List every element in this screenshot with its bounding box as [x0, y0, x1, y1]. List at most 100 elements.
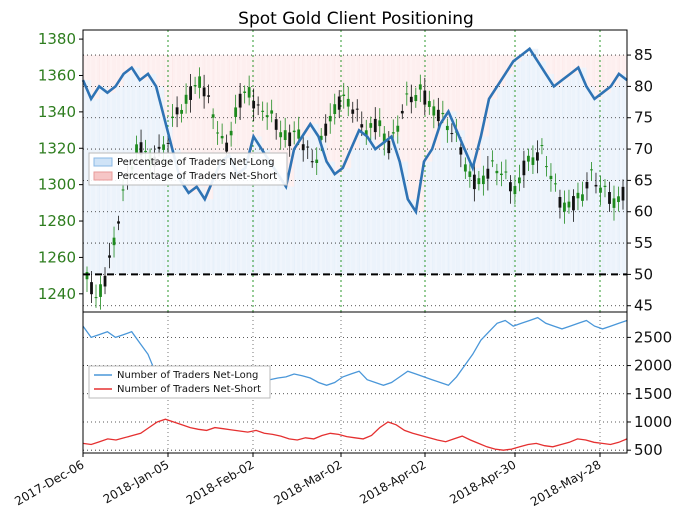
net-short-band: [221, 55, 230, 162]
net-short-band: [562, 55, 571, 81]
legend-label-traders-short: Number of Traders Net-Short: [117, 384, 261, 395]
candle-body: [301, 144, 305, 151]
candle-body: [108, 255, 111, 258]
net-long-band: [432, 149, 441, 275]
candle-body: [567, 201, 571, 208]
net-short-band: [107, 55, 116, 93]
candle-body: [360, 124, 364, 128]
net-short-band: [610, 55, 620, 87]
candle-body: [581, 194, 584, 201]
net-long-band: [480, 136, 490, 275]
net-short-band: [342, 55, 352, 168]
net-long-band: [334, 174, 344, 275]
candle-body: [608, 191, 611, 204]
candle-body: [189, 86, 192, 100]
right-tick-label: 50: [634, 265, 653, 283]
date-tick-label: 2018-May-28: [528, 457, 603, 509]
net-short-band: [277, 55, 287, 175]
candle-body: [612, 198, 616, 208]
net-long-band: [204, 199, 214, 275]
date-tick-label: 2018-Apr-02: [357, 457, 428, 506]
left-tick-label: 1380: [38, 30, 76, 48]
net-short-band: [407, 55, 417, 200]
right-axis-ticks: 45 50 55 60 65 70 75 80 85: [627, 46, 653, 315]
candle-body: [112, 237, 116, 246]
candle-body: [513, 185, 517, 195]
date-tick-label: 2018-Jan-05: [101, 457, 172, 506]
net-short-band: [269, 55, 279, 162]
left-tick-label: 1360: [38, 66, 76, 84]
candle-body: [432, 106, 436, 116]
candle-body: [252, 100, 256, 109]
candle-body: [351, 109, 355, 114]
net-short-band: [594, 55, 604, 99]
candle-body: [617, 196, 620, 203]
candle-body: [549, 175, 553, 180]
net-short-band: [245, 55, 255, 168]
net-long-band: [602, 92, 612, 275]
net-long-band: [172, 149, 181, 275]
candle-body: [463, 164, 467, 172]
net-short-band: [204, 55, 214, 200]
net-short-band: [448, 55, 457, 112]
left-tick-label: 1240: [38, 285, 76, 303]
net-long-band: [513, 61, 522, 275]
legend-swatch-net-long: [93, 157, 113, 167]
candle-body: [274, 119, 278, 130]
candle-body: [238, 93, 242, 108]
candle-body: [180, 109, 183, 114]
candle-body: [423, 90, 427, 105]
candle-body: [477, 178, 481, 185]
net-long-band: [594, 98, 604, 275]
candle-body: [572, 196, 575, 211]
net-short-band: [375, 55, 384, 150]
bottom-legend: Number of Traders Net-Long Number of Tra…: [88, 365, 271, 399]
candle-body: [216, 132, 220, 134]
candle-body: [292, 130, 296, 133]
net-short-band: [383, 55, 393, 143]
net-long-band: [488, 98, 498, 275]
bottom-tick-label: 2000: [634, 357, 672, 375]
candle-body: [499, 173, 503, 176]
candle-body: [342, 94, 346, 97]
candle-body: [94, 297, 98, 299]
candle-body: [391, 132, 395, 134]
net-long-band: [367, 136, 376, 275]
net-short-band: [115, 55, 125, 87]
candle-body: [135, 144, 138, 153]
candle-body: [175, 107, 179, 115]
net-short-band: [253, 55, 263, 137]
net-long-band: [164, 117, 173, 275]
candle-body: [459, 147, 463, 155]
top-legend-box: [88, 152, 288, 186]
net-long-band: [448, 111, 457, 275]
candle-body: [166, 142, 170, 144]
candle-body: [576, 192, 580, 199]
candle-body: [427, 101, 431, 107]
left-tick-label: 1300: [38, 176, 76, 194]
candle-body: [144, 150, 147, 153]
net-long-band: [310, 124, 319, 275]
candle-body: [193, 85, 197, 87]
candle-body: [225, 142, 229, 152]
right-tick-label: 75: [634, 109, 653, 127]
candle-body: [184, 94, 188, 104]
net-long-band: [91, 98, 100, 275]
bottom-tick-label: 1000: [634, 413, 672, 431]
net-short-band: [464, 55, 474, 150]
candle-body: [333, 104, 337, 115]
candle-body: [229, 130, 233, 136]
net-long-band: [237, 174, 246, 275]
candle-body: [504, 171, 508, 173]
bottom-tick-label: 2500: [634, 328, 672, 346]
bottom-tick-label: 500: [634, 441, 663, 459]
net-long-band: [570, 73, 579, 275]
right-tick-label: 65: [634, 171, 653, 189]
net-short-band: [212, 55, 222, 181]
candle-body: [382, 133, 386, 144]
candle-body: [139, 142, 143, 156]
top-legend: Percentage of Traders Net-Long Percentag…: [88, 152, 288, 186]
candle-body: [472, 174, 476, 190]
net-long-band: [221, 161, 230, 275]
